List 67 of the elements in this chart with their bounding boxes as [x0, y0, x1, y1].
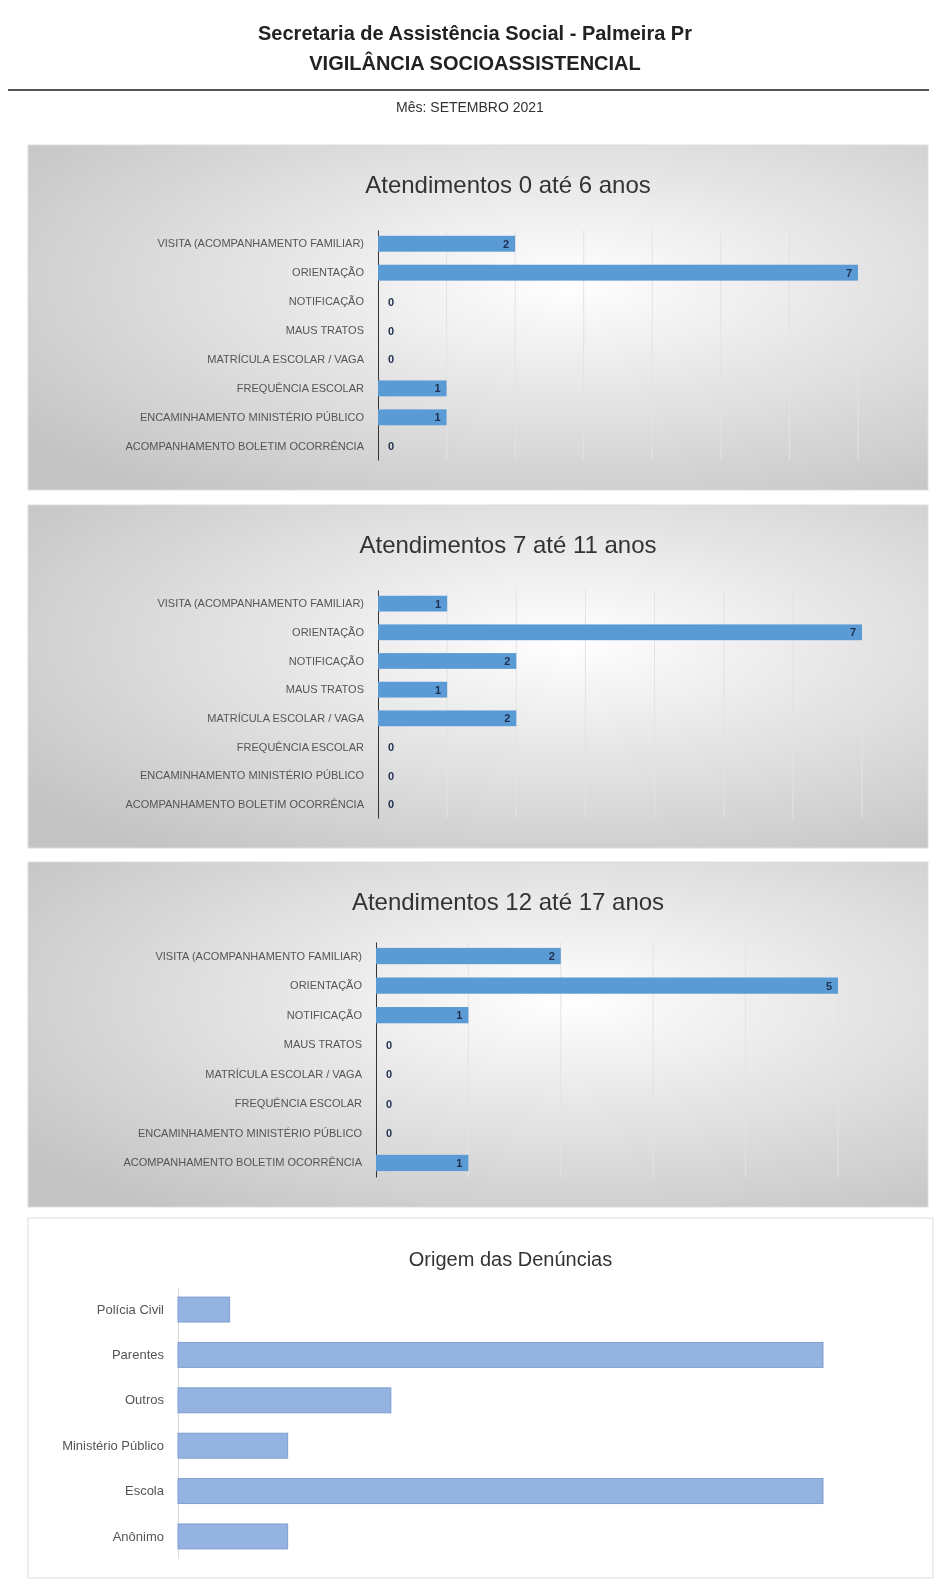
y-tick-label: Polícia Civil — [96, 1301, 165, 1317]
data-label: 0 — [388, 440, 395, 453]
y-tick-label: NOTIFICAÇÃO — [288, 295, 365, 308]
data-label: 0 — [388, 295, 395, 308]
data-label: 2 — [503, 237, 510, 250]
y-tick-label: Outros — [124, 1392, 165, 1408]
y-tick-label: Ministério Público — [62, 1437, 164, 1453]
y-tick-label: ACOMPANHAMENTO BOLETIM OCORRÊNCIA — [125, 439, 365, 452]
y-tick-label: ENCAMINHAMENTO MINISTÉRIO PÚBLICO — [139, 769, 365, 782]
bar — [177, 1387, 392, 1414]
bar — [177, 1341, 824, 1368]
y-tick-label: Parentes — [111, 1347, 165, 1363]
data-label: 0 — [386, 1097, 393, 1110]
chart-title: Atendimentos 0 até 6 anos — [365, 171, 651, 198]
y-tick-label: Anônimo — [112, 1528, 164, 1544]
data-label: 0 — [386, 1038, 393, 1051]
data-label: 0 — [388, 353, 395, 366]
data-label: 1 — [456, 1156, 463, 1169]
y-tick-label: VISITA (ACOMPANHAMENTO FAMILIAR) — [157, 597, 364, 610]
y-tick-label: NOTIFICAÇÃO — [286, 1008, 363, 1021]
y-tick-label: FREQUÊNCIA ESCOLAR — [236, 381, 365, 394]
y-tick-label: MATRÍCULA ESCOLAR / VAGA — [207, 711, 365, 724]
data-label: 1 — [456, 1009, 463, 1022]
bar — [177, 1296, 231, 1323]
data-label: 2 — [504, 712, 511, 725]
data-label: 0 — [386, 1127, 393, 1140]
chart-title: Atendimentos 12 até 17 anos — [351, 888, 665, 915]
y-tick-label: ENCAMINHAMENTO MINISTÉRIO PÚBLICO — [137, 1126, 363, 1139]
data-label: 7 — [845, 266, 852, 279]
y-tick-label: MAUS TRATOS — [285, 683, 364, 696]
data-label: 1 — [435, 597, 442, 610]
data-label: 2 — [504, 654, 511, 667]
bar — [177, 1478, 824, 1505]
bar — [177, 1432, 289, 1459]
y-tick-label: FREQUÊNCIA ESCOLAR — [234, 1097, 363, 1110]
data-label: 0 — [386, 1068, 393, 1081]
y-tick-label: ORIENTAÇÃO — [292, 266, 365, 279]
data-label: 0 — [388, 769, 395, 782]
y-tick-label: ORIENTAÇÃO — [292, 625, 365, 638]
chart-title: Atendimentos 7 até 11 anos — [359, 531, 657, 558]
y-tick-label: ACOMPANHAMENTO BOLETIM OCORRÊNCIA — [123, 1156, 363, 1169]
y-tick-label: MAUS TRATOS — [283, 1038, 362, 1051]
y-tick-label: VISITA (ACOMPANHAMENTO FAMILIAR) — [157, 237, 364, 250]
y-tick-label: FREQUÊNCIA ESCOLAR — [236, 740, 365, 753]
y-tick-label: MATRÍCULA ESCOLAR / VAGA — [205, 1067, 363, 1080]
chart-title: Origem das Denúncias — [408, 1248, 613, 1270]
text: Secretaria de Assistência Social - Palmeira Pr — [258, 22, 693, 44]
y-tick-label: MAUS TRATOS — [285, 324, 364, 337]
y-tick-label: Escola — [124, 1483, 165, 1499]
data-label: 1 — [434, 411, 441, 424]
data-label: 1 — [435, 683, 442, 696]
y-tick-label: ENCAMINHAMENTO MINISTÉRIO PÚBLICO — [139, 410, 365, 423]
data-label: 7 — [849, 626, 856, 639]
data-label: 2 — [548, 950, 555, 963]
y-tick-label: VISITA (ACOMPANHAMENTO FAMILIAR) — [155, 949, 362, 962]
data-label: 0 — [388, 741, 395, 754]
data-label: 1 — [434, 382, 441, 395]
data-label: 0 — [388, 798, 395, 811]
data-label: 0 — [388, 324, 395, 337]
text: Mês: SETEMBRO 2021 — [396, 99, 545, 115]
y-tick-label: NOTIFICAÇÃO — [288, 654, 365, 667]
y-tick-label: ORIENTAÇÃO — [290, 979, 363, 992]
y-tick-label: MATRÍCULA ESCOLAR / VAGA — [207, 352, 365, 365]
data-label: 5 — [825, 979, 832, 992]
y-tick-label: ACOMPANHAMENTO BOLETIM OCORRÊNCIA — [125, 797, 365, 810]
bar — [177, 1523, 289, 1550]
text: VIGILÂNCIA SOCIOASSISTENCIAL — [309, 51, 641, 74]
